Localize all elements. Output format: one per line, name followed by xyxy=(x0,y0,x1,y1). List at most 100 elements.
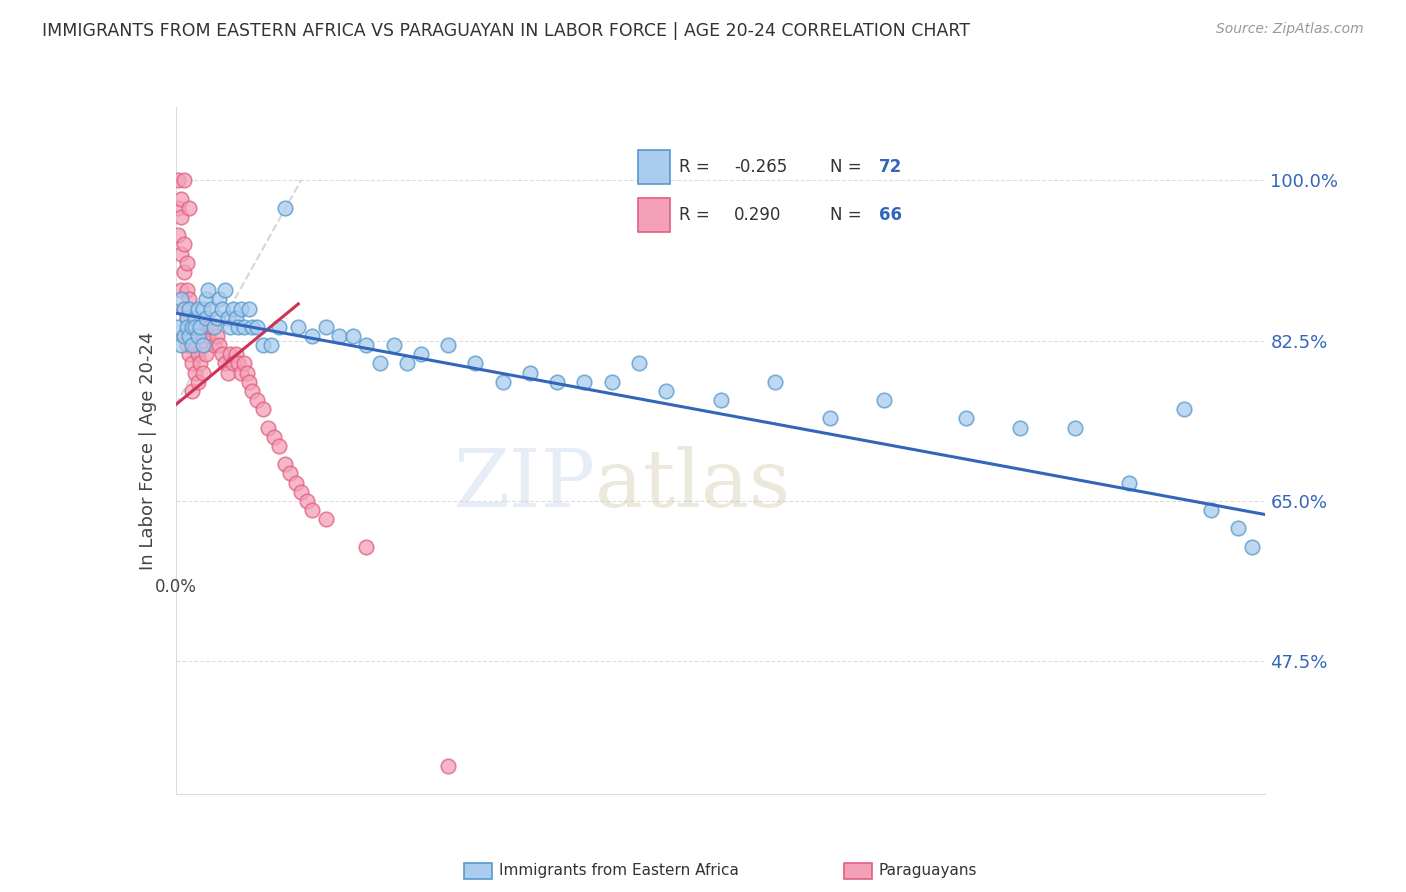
Point xyxy=(627,356,650,370)
Point xyxy=(368,356,391,370)
Point xyxy=(173,237,195,252)
Point xyxy=(290,484,312,499)
Point xyxy=(301,503,323,517)
Point xyxy=(328,329,350,343)
Point xyxy=(176,256,198,270)
Point xyxy=(214,283,236,297)
Point xyxy=(184,366,207,380)
Point xyxy=(231,301,253,316)
Point xyxy=(818,411,841,425)
Point xyxy=(763,375,786,389)
Point xyxy=(710,393,733,408)
Y-axis label: In Labor Force | Age 20-24: In Labor Force | Age 20-24 xyxy=(139,331,157,570)
Point xyxy=(1199,503,1222,517)
Point xyxy=(179,293,201,307)
Point xyxy=(315,319,337,334)
Point xyxy=(194,293,217,307)
Point xyxy=(173,173,195,187)
Point xyxy=(437,338,460,352)
Point xyxy=(208,338,231,352)
Point xyxy=(202,319,225,334)
Point xyxy=(269,319,291,334)
Point xyxy=(179,329,201,343)
Point xyxy=(186,347,209,361)
Point xyxy=(181,356,204,370)
Point xyxy=(301,329,323,343)
Point xyxy=(278,467,301,481)
Point xyxy=(240,319,263,334)
Point xyxy=(232,356,254,370)
Point xyxy=(396,356,419,370)
Point xyxy=(197,283,219,297)
Point xyxy=(170,283,193,297)
Point xyxy=(184,319,207,334)
Point xyxy=(246,319,269,334)
Point xyxy=(211,301,233,316)
Text: IMMIGRANTS FROM EASTERN AFRICA VS PARAGUAYAN IN LABOR FORCE | AGE 20-24 CORRELAT: IMMIGRANTS FROM EASTERN AFRICA VS PARAGU… xyxy=(42,22,970,40)
Point xyxy=(184,338,207,352)
Point xyxy=(225,347,247,361)
Point xyxy=(342,329,364,343)
Point xyxy=(1118,475,1140,490)
Point xyxy=(188,356,211,370)
Point xyxy=(184,310,207,325)
Point xyxy=(179,347,201,361)
Point xyxy=(194,319,217,334)
Point xyxy=(173,301,195,316)
Point xyxy=(181,329,204,343)
Point xyxy=(173,329,195,343)
Point xyxy=(167,201,190,215)
Point xyxy=(219,347,242,361)
Point xyxy=(217,366,239,380)
Point xyxy=(235,366,257,380)
Point xyxy=(274,457,297,471)
Point xyxy=(194,310,217,325)
Point xyxy=(1173,402,1195,417)
Point xyxy=(173,301,195,316)
Point xyxy=(170,338,193,352)
Point xyxy=(873,393,896,408)
Point xyxy=(409,347,432,361)
Point xyxy=(170,246,193,260)
Point xyxy=(202,338,225,352)
Point xyxy=(181,319,204,334)
Point xyxy=(1240,540,1263,554)
Point xyxy=(188,329,211,343)
Point xyxy=(228,319,250,334)
Point xyxy=(200,319,222,334)
Point xyxy=(188,319,211,334)
Point xyxy=(269,439,291,453)
Point xyxy=(167,173,190,187)
Point xyxy=(167,228,190,243)
Point xyxy=(214,356,236,370)
Point xyxy=(217,310,239,325)
Point xyxy=(179,319,201,334)
Point xyxy=(200,301,222,316)
Point xyxy=(194,347,217,361)
Point xyxy=(179,301,201,316)
Point xyxy=(208,293,231,307)
Point xyxy=(170,293,193,307)
Point xyxy=(240,384,263,398)
Point xyxy=(519,366,541,380)
Point xyxy=(232,319,254,334)
Text: atlas: atlas xyxy=(595,446,790,524)
Point xyxy=(260,338,283,352)
Point xyxy=(356,338,378,352)
Point xyxy=(222,301,245,316)
Point xyxy=(181,338,204,352)
Point xyxy=(176,283,198,297)
Point xyxy=(231,366,253,380)
Point xyxy=(205,329,228,343)
Point xyxy=(1010,420,1032,434)
Point xyxy=(191,301,214,316)
Point xyxy=(181,384,204,398)
Point xyxy=(284,475,307,490)
Point xyxy=(173,265,195,279)
Point xyxy=(197,329,219,343)
Point xyxy=(257,420,280,434)
Point xyxy=(191,338,214,352)
Point xyxy=(655,384,678,398)
Point xyxy=(176,338,198,352)
Point xyxy=(176,319,198,334)
